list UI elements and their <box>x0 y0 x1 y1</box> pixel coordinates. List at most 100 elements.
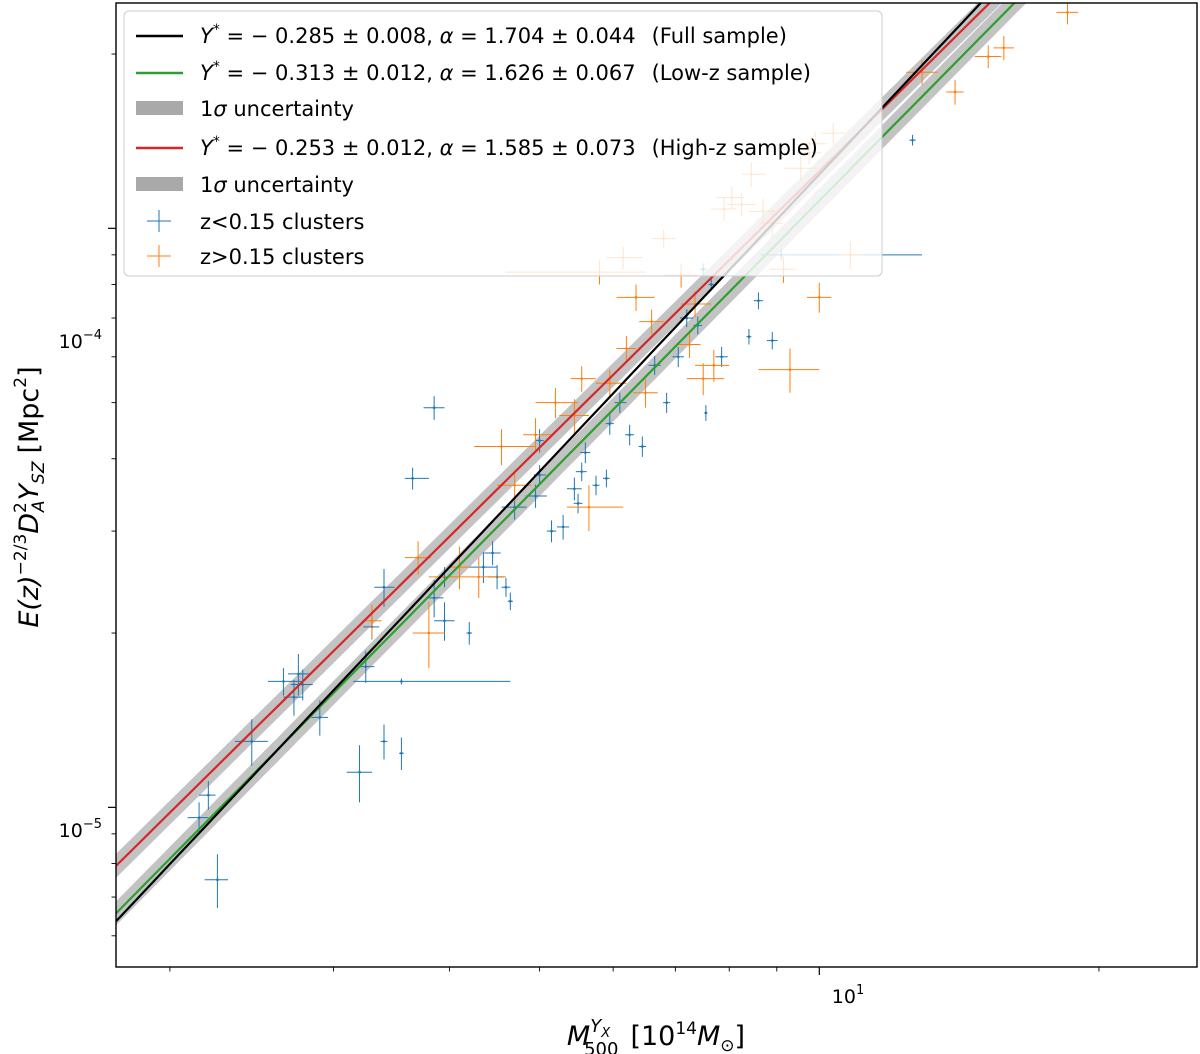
data-point-lowz <box>426 579 444 618</box>
point-marker <box>625 347 628 350</box>
point-marker <box>301 683 305 686</box>
data-point-highz <box>535 387 579 419</box>
data-point-highz <box>632 378 658 408</box>
point-marker <box>554 401 557 404</box>
data-point-lowz <box>466 621 473 645</box>
point-marker <box>757 299 760 302</box>
point-marker <box>720 355 723 359</box>
point-marker <box>318 716 322 719</box>
legend-label-lowz: Y* = − 0.313 ± 0.012, α = 1.626 ± 0.067(… <box>200 59 811 85</box>
data-point-lowz <box>507 592 513 611</box>
point-marker <box>443 619 446 623</box>
legend-label-band-lowz: 1σ uncertainty <box>200 97 354 121</box>
data-point-lowz <box>501 577 511 597</box>
point-marker <box>297 672 300 676</box>
point-marker <box>538 439 541 442</box>
point-marker <box>747 335 751 338</box>
band-highz <box>116 3 1002 878</box>
point-marker <box>491 551 494 555</box>
data-point-lowz <box>672 346 684 368</box>
data-point-highz <box>639 309 664 335</box>
data-point-lowz <box>434 602 455 641</box>
point-marker <box>482 565 485 569</box>
data-point-highz <box>758 348 820 393</box>
data-point-highz <box>695 349 730 382</box>
legend-label-full: Y* = − 0.285 ± 0.008, α = 1.704 ± 0.044(… <box>200 22 787 48</box>
data-point-lowz <box>625 424 635 446</box>
data-point-lowz <box>766 332 778 350</box>
data-point-highz <box>993 35 1014 61</box>
point-marker <box>382 740 386 743</box>
point-marker <box>432 406 436 410</box>
point-marker <box>477 575 481 579</box>
point-marker <box>688 343 691 346</box>
point-marker <box>788 368 792 371</box>
legend-swatch-band-highz <box>136 177 183 191</box>
data-points <box>187 3 1079 909</box>
data-point-lowz <box>423 396 445 420</box>
data-point-lowz <box>753 292 764 310</box>
point-marker <box>641 445 644 448</box>
point-marker <box>538 473 541 477</box>
point-marker <box>580 470 584 473</box>
data-point-lowz <box>346 745 372 803</box>
legend-label-lowz-points: z<0.15 clusters <box>200 210 364 234</box>
data-point-lowz <box>404 467 429 490</box>
data-point-highz <box>616 284 655 311</box>
point-marker <box>197 816 201 819</box>
point-marker <box>986 55 990 58</box>
uncertainty-bands <box>116 3 1027 926</box>
point-marker <box>770 339 774 342</box>
data-point-lowz <box>287 654 310 696</box>
y-tick-label-1e-4: 10−4 <box>59 328 102 353</box>
data-point-highz <box>559 399 589 434</box>
data-point-highz <box>566 485 624 532</box>
point-marker <box>644 391 647 395</box>
point-marker <box>634 296 638 299</box>
data-point-highz <box>523 418 552 453</box>
point-marker <box>576 502 580 505</box>
data-point-lowz <box>566 477 582 501</box>
data-point-highz <box>678 331 701 359</box>
data-point-highz <box>686 363 725 396</box>
point-marker <box>534 494 537 498</box>
point-marker <box>584 451 587 454</box>
data-point-lowz <box>715 346 728 368</box>
fit-lines <box>116 3 1016 923</box>
point-marker <box>400 680 403 683</box>
y-tick-label-1e-5: 10−5 <box>59 817 102 842</box>
data-point-highz <box>806 282 832 313</box>
point-marker <box>709 283 713 286</box>
point-marker <box>1066 11 1069 14</box>
axis-ticks <box>108 53 1100 975</box>
data-point-highz <box>570 366 596 392</box>
point-marker <box>911 138 914 142</box>
point-marker <box>513 483 516 487</box>
data-point-lowz <box>484 541 501 566</box>
data-point-lowz <box>399 737 404 771</box>
data-point-lowz <box>469 552 498 584</box>
point-marker <box>817 296 821 299</box>
point-marker <box>676 355 680 359</box>
data-point-lowz <box>602 469 610 488</box>
data-point-lowz <box>353 678 511 685</box>
data-point-highz <box>946 79 964 105</box>
point-marker <box>427 631 431 635</box>
data-point-highz <box>412 602 445 669</box>
y-axis-label: E(z)−2/3D2AYSZ[Mpc2] <box>11 366 49 627</box>
point-marker <box>580 377 584 380</box>
legend-label-band-highz: 1σ uncertainty <box>200 173 354 197</box>
point-marker <box>467 631 471 635</box>
point-marker <box>628 433 631 437</box>
point-marker <box>587 505 591 509</box>
point-marker <box>216 878 219 881</box>
point-marker <box>701 377 705 380</box>
data-point-lowz <box>267 668 302 696</box>
point-marker <box>509 599 512 603</box>
point-marker <box>292 695 296 699</box>
point-marker <box>416 556 420 559</box>
point-marker <box>608 422 612 425</box>
point-marker <box>364 665 368 668</box>
point-marker <box>370 619 374 623</box>
